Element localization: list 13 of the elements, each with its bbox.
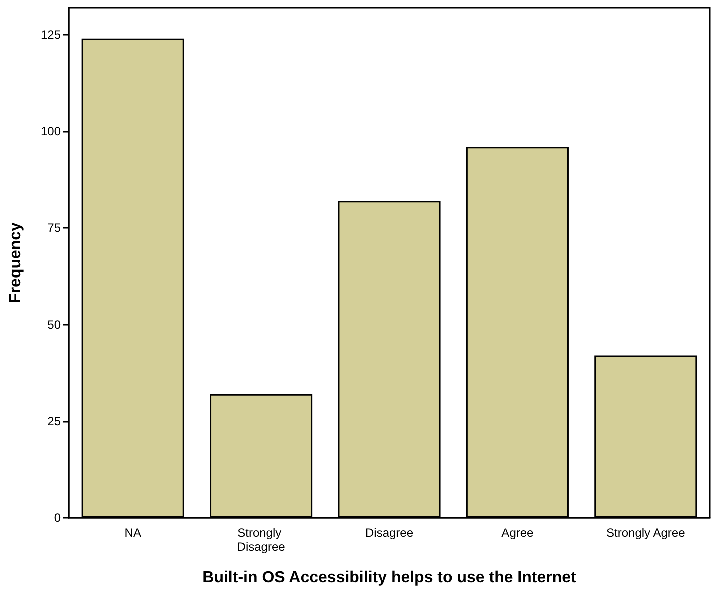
x-tick-label: Agree [502, 526, 534, 540]
y-tick-label: 100 [40, 124, 62, 139]
y-tick-label: 0 [54, 511, 62, 525]
x-tick-label: Strongly Agree [606, 526, 686, 540]
x-tick-label: Strongly Disagree [237, 526, 286, 554]
x-tick-label: Disagree [365, 526, 414, 540]
y-axis-title: Frequency [8, 222, 24, 304]
y-tick-label: 25 [48, 414, 62, 428]
y-tick-label: 75 [48, 221, 62, 236]
x-axis-title: Built-in OS Accessibility helps to use the Internet [202, 570, 578, 586]
x-tick-label: NA [124, 526, 142, 540]
y-tick-label: 125 [40, 28, 62, 42]
y-tick-label: 50 [48, 318, 62, 332]
